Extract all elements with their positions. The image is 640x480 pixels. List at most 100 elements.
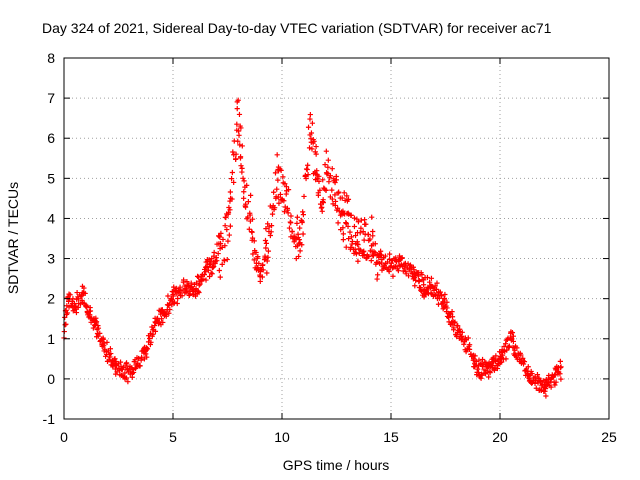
data-point bbox=[275, 177, 281, 183]
data-point bbox=[224, 226, 230, 233]
data-point bbox=[108, 350, 114, 357]
data-point bbox=[323, 148, 329, 154]
data-point bbox=[361, 237, 367, 243]
data-point bbox=[251, 238, 257, 244]
data-point bbox=[352, 232, 359, 239]
data-point bbox=[479, 372, 485, 378]
y-tick-label: 8 bbox=[47, 50, 55, 66]
data-point bbox=[229, 169, 235, 176]
data-point bbox=[459, 329, 465, 335]
data-point bbox=[217, 274, 223, 280]
data-point bbox=[506, 343, 512, 349]
data-point bbox=[225, 238, 231, 244]
data-point bbox=[307, 111, 313, 118]
data-point bbox=[265, 248, 272, 254]
data-points bbox=[61, 97, 564, 399]
data-point bbox=[211, 249, 217, 256]
data-point bbox=[347, 229, 353, 235]
data-point bbox=[301, 193, 307, 200]
data-point bbox=[467, 342, 473, 348]
data-point bbox=[393, 255, 399, 261]
data-point bbox=[222, 243, 228, 249]
data-point bbox=[144, 346, 151, 352]
data-point bbox=[227, 189, 233, 195]
data-point bbox=[432, 283, 438, 289]
data-point bbox=[114, 369, 120, 375]
data-point bbox=[344, 193, 350, 199]
data-point bbox=[249, 235, 256, 241]
data-point bbox=[525, 364, 531, 370]
data-point bbox=[449, 308, 455, 315]
data-point bbox=[235, 138, 241, 144]
data-point bbox=[300, 212, 306, 218]
data-point bbox=[217, 240, 224, 247]
data-point bbox=[451, 325, 457, 331]
data-point bbox=[112, 356, 118, 362]
data-point bbox=[304, 166, 310, 173]
data-point bbox=[228, 175, 235, 182]
y-tick-label: 2 bbox=[47, 291, 55, 307]
data-point bbox=[272, 205, 278, 211]
data-point bbox=[70, 296, 76, 302]
data-point bbox=[262, 255, 268, 261]
x-tick-label: 10 bbox=[274, 429, 290, 445]
data-point bbox=[529, 370, 535, 377]
data-point bbox=[332, 198, 339, 205]
data-point bbox=[87, 308, 94, 314]
y-tick-label: 3 bbox=[47, 251, 55, 267]
data-point bbox=[74, 289, 80, 296]
data-point bbox=[387, 251, 393, 257]
data-point bbox=[333, 177, 339, 183]
data-point bbox=[471, 356, 477, 362]
data-point bbox=[238, 163, 244, 169]
data-point bbox=[305, 172, 311, 178]
data-point bbox=[245, 198, 251, 205]
data-point bbox=[241, 189, 247, 195]
data-point bbox=[297, 225, 303, 231]
data-point bbox=[455, 323, 461, 329]
data-point bbox=[345, 196, 352, 203]
data-point bbox=[419, 272, 425, 278]
data-point bbox=[428, 290, 434, 296]
data-point bbox=[209, 271, 215, 277]
data-point bbox=[201, 272, 207, 278]
data-point bbox=[236, 111, 243, 118]
data-point bbox=[336, 189, 342, 195]
data-point bbox=[203, 277, 209, 283]
data-point bbox=[297, 248, 303, 254]
data-point bbox=[244, 182, 250, 188]
data-point bbox=[340, 231, 346, 237]
data-point bbox=[238, 125, 244, 131]
data-point bbox=[259, 262, 266, 269]
data-point bbox=[139, 354, 145, 360]
data-point bbox=[444, 299, 450, 305]
data-point bbox=[257, 278, 263, 285]
data-point bbox=[438, 292, 445, 298]
data-point bbox=[268, 222, 275, 229]
data-point bbox=[240, 175, 246, 181]
data-point bbox=[243, 201, 249, 207]
data-point bbox=[203, 269, 209, 275]
data-point bbox=[236, 132, 242, 138]
data-point bbox=[227, 223, 233, 229]
data-point bbox=[325, 170, 331, 176]
data-point bbox=[234, 106, 240, 112]
data-point bbox=[102, 346, 108, 352]
data-point bbox=[274, 152, 280, 158]
data-point bbox=[504, 347, 510, 353]
data-point bbox=[259, 274, 265, 280]
data-point bbox=[193, 280, 200, 286]
data-point bbox=[277, 191, 284, 198]
data-point bbox=[144, 354, 150, 360]
data-point bbox=[204, 264, 210, 271]
data-point bbox=[370, 228, 376, 235]
data-point bbox=[411, 275, 417, 281]
data-point bbox=[226, 232, 232, 238]
data-point bbox=[90, 325, 96, 331]
data-point bbox=[345, 223, 351, 230]
data-point bbox=[225, 210, 232, 216]
data-point bbox=[351, 215, 358, 221]
data-point bbox=[320, 200, 326, 206]
data-point bbox=[542, 386, 549, 392]
data-point bbox=[319, 208, 325, 214]
